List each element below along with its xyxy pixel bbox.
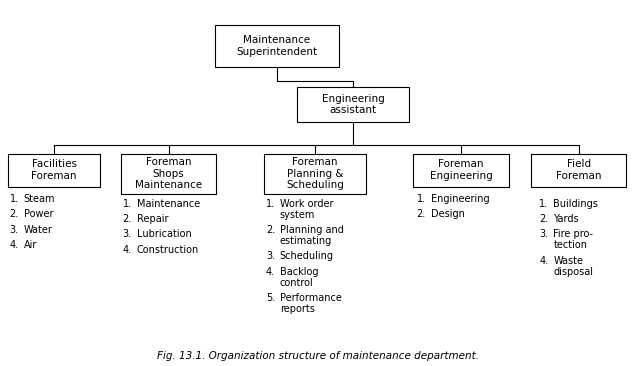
FancyBboxPatch shape bbox=[8, 154, 100, 187]
Text: 3.: 3. bbox=[123, 229, 132, 239]
Text: Facilities
Foreman: Facilities Foreman bbox=[31, 159, 77, 181]
Text: Planning and: Planning and bbox=[280, 225, 343, 235]
Text: 1.: 1. bbox=[266, 199, 275, 209]
Text: 1.: 1. bbox=[10, 194, 18, 204]
Text: 4.: 4. bbox=[266, 267, 275, 277]
Text: tection: tection bbox=[553, 240, 587, 250]
FancyBboxPatch shape bbox=[531, 154, 626, 187]
Text: Waste: Waste bbox=[553, 256, 583, 266]
Text: Field
Foreman: Field Foreman bbox=[556, 159, 602, 181]
Text: Foreman
Planning &
Scheduling: Foreman Planning & Scheduling bbox=[286, 157, 343, 190]
Text: disposal: disposal bbox=[553, 267, 593, 277]
Text: Foreman
Shops
Maintenance: Foreman Shops Maintenance bbox=[135, 157, 202, 190]
Text: Work order: Work order bbox=[280, 199, 333, 209]
Text: 2.: 2. bbox=[10, 209, 19, 219]
FancyBboxPatch shape bbox=[121, 154, 216, 194]
Text: Backlog: Backlog bbox=[280, 267, 319, 277]
Text: 4.: 4. bbox=[539, 256, 548, 266]
Text: Repair: Repair bbox=[137, 214, 169, 224]
Text: Power: Power bbox=[24, 209, 53, 219]
Text: 4.: 4. bbox=[123, 245, 132, 255]
Text: Maintenance
Superintendent: Maintenance Superintendent bbox=[236, 35, 317, 57]
FancyBboxPatch shape bbox=[413, 154, 509, 187]
Text: 4.: 4. bbox=[10, 240, 18, 250]
Text: 3.: 3. bbox=[10, 225, 18, 235]
Text: reports: reports bbox=[280, 304, 315, 314]
Text: Buildings: Buildings bbox=[553, 199, 598, 209]
FancyBboxPatch shape bbox=[264, 154, 366, 194]
Text: Foreman
Engineering: Foreman Engineering bbox=[430, 159, 492, 181]
FancyBboxPatch shape bbox=[215, 25, 338, 67]
Text: 5.: 5. bbox=[266, 293, 275, 303]
Text: Air: Air bbox=[24, 240, 37, 250]
Text: Engineering: Engineering bbox=[431, 194, 489, 204]
Text: Design: Design bbox=[431, 209, 464, 219]
Text: 1.: 1. bbox=[539, 199, 548, 209]
Text: system: system bbox=[280, 210, 315, 220]
Text: 3.: 3. bbox=[266, 251, 275, 261]
Text: Yards: Yards bbox=[553, 214, 579, 224]
Text: 2.: 2. bbox=[539, 214, 549, 224]
Text: Steam: Steam bbox=[24, 194, 55, 204]
Text: 1.: 1. bbox=[417, 194, 425, 204]
Text: 2.: 2. bbox=[266, 225, 275, 235]
Text: Maintenance: Maintenance bbox=[137, 199, 200, 209]
Text: Lubrication: Lubrication bbox=[137, 229, 191, 239]
Text: Performance: Performance bbox=[280, 293, 342, 303]
Text: 1.: 1. bbox=[123, 199, 132, 209]
Text: 3.: 3. bbox=[539, 229, 548, 239]
Text: Water: Water bbox=[24, 225, 52, 235]
Text: Engineering
assistant: Engineering assistant bbox=[322, 93, 384, 115]
Text: Scheduling: Scheduling bbox=[280, 251, 334, 261]
Text: Construction: Construction bbox=[137, 245, 199, 255]
Text: 2.: 2. bbox=[417, 209, 426, 219]
Text: control: control bbox=[280, 278, 314, 288]
Text: estimating: estimating bbox=[280, 236, 332, 246]
Text: Fire pro-: Fire pro- bbox=[553, 229, 593, 239]
Text: Fig. 13.1. Organization structure of maintenance department.: Fig. 13.1. Organization structure of mai… bbox=[157, 351, 479, 361]
Text: 2.: 2. bbox=[123, 214, 132, 224]
FancyBboxPatch shape bbox=[298, 87, 409, 122]
